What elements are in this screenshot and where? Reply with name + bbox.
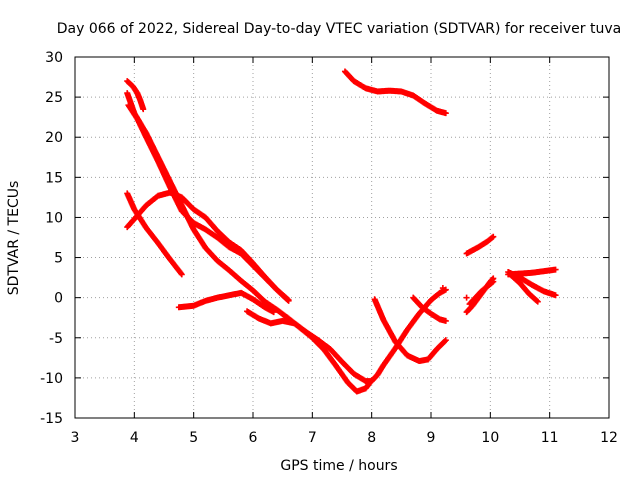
y-tick-label: 15 xyxy=(45,170,63,186)
y-tick-label: -15 xyxy=(40,411,63,427)
plot-frame xyxy=(74,56,610,419)
data-point xyxy=(441,338,448,345)
data-point xyxy=(534,298,541,305)
x-tick-label: 7 xyxy=(308,430,317,446)
data-point xyxy=(463,294,470,301)
data-marks xyxy=(124,68,559,395)
chart-title: Day 066 of 2022, Sidereal Day-to-day VTE… xyxy=(57,21,621,37)
data-point xyxy=(490,233,497,240)
tick-labels: 3 4 5 6 7 8 9 10 11 12 -15 -10 -5 0 5 10 15 20 25 30 xyxy=(40,50,618,446)
x-tick-label: 4 xyxy=(130,430,139,446)
x-tick-label: 11 xyxy=(541,430,559,446)
data-point xyxy=(490,278,497,285)
x-tick-label: 5 xyxy=(189,430,198,446)
y-tick-label: 25 xyxy=(45,90,63,106)
data-track xyxy=(341,68,449,117)
data-point xyxy=(442,337,449,344)
data-track xyxy=(508,272,541,305)
axis-ticks xyxy=(74,56,610,419)
data-track xyxy=(124,78,147,113)
data-point xyxy=(285,297,292,304)
x-tick-label: 6 xyxy=(249,430,258,446)
y-tick-label: -5 xyxy=(49,331,63,347)
x-tick-label: 9 xyxy=(427,430,436,446)
data-point xyxy=(270,309,277,316)
data-point xyxy=(284,297,291,304)
data-track xyxy=(175,289,277,316)
y-tick-label: 5 xyxy=(54,251,63,267)
data-point xyxy=(140,106,147,113)
data-track xyxy=(124,190,185,278)
y-tick-label: 10 xyxy=(45,210,63,226)
data-point xyxy=(178,271,185,278)
data-track xyxy=(463,233,497,257)
x-tick-label: 8 xyxy=(367,430,376,446)
data-point xyxy=(552,292,559,299)
data-point xyxy=(489,234,496,241)
grid xyxy=(75,57,609,418)
x-axis-label: GPS time / hours xyxy=(280,458,397,474)
data-point xyxy=(533,297,540,304)
data-track xyxy=(410,294,449,324)
y-tick-label: 30 xyxy=(45,50,63,66)
x-tick-label: 10 xyxy=(481,430,499,446)
y-axis-label: SDTVAR / TECUs xyxy=(6,181,22,296)
x-tick-label: 3 xyxy=(71,430,80,446)
data-track xyxy=(371,296,449,365)
data-point xyxy=(439,285,446,292)
data-point xyxy=(442,110,449,117)
data-point xyxy=(442,317,449,324)
data-track xyxy=(466,278,497,308)
y-tick-label: 20 xyxy=(45,130,63,146)
y-tick-label: -10 xyxy=(40,371,63,387)
data-point xyxy=(552,266,559,273)
y-tick-label: 0 xyxy=(54,291,63,307)
x-tick-label: 12 xyxy=(600,430,618,446)
data-point xyxy=(489,279,496,286)
